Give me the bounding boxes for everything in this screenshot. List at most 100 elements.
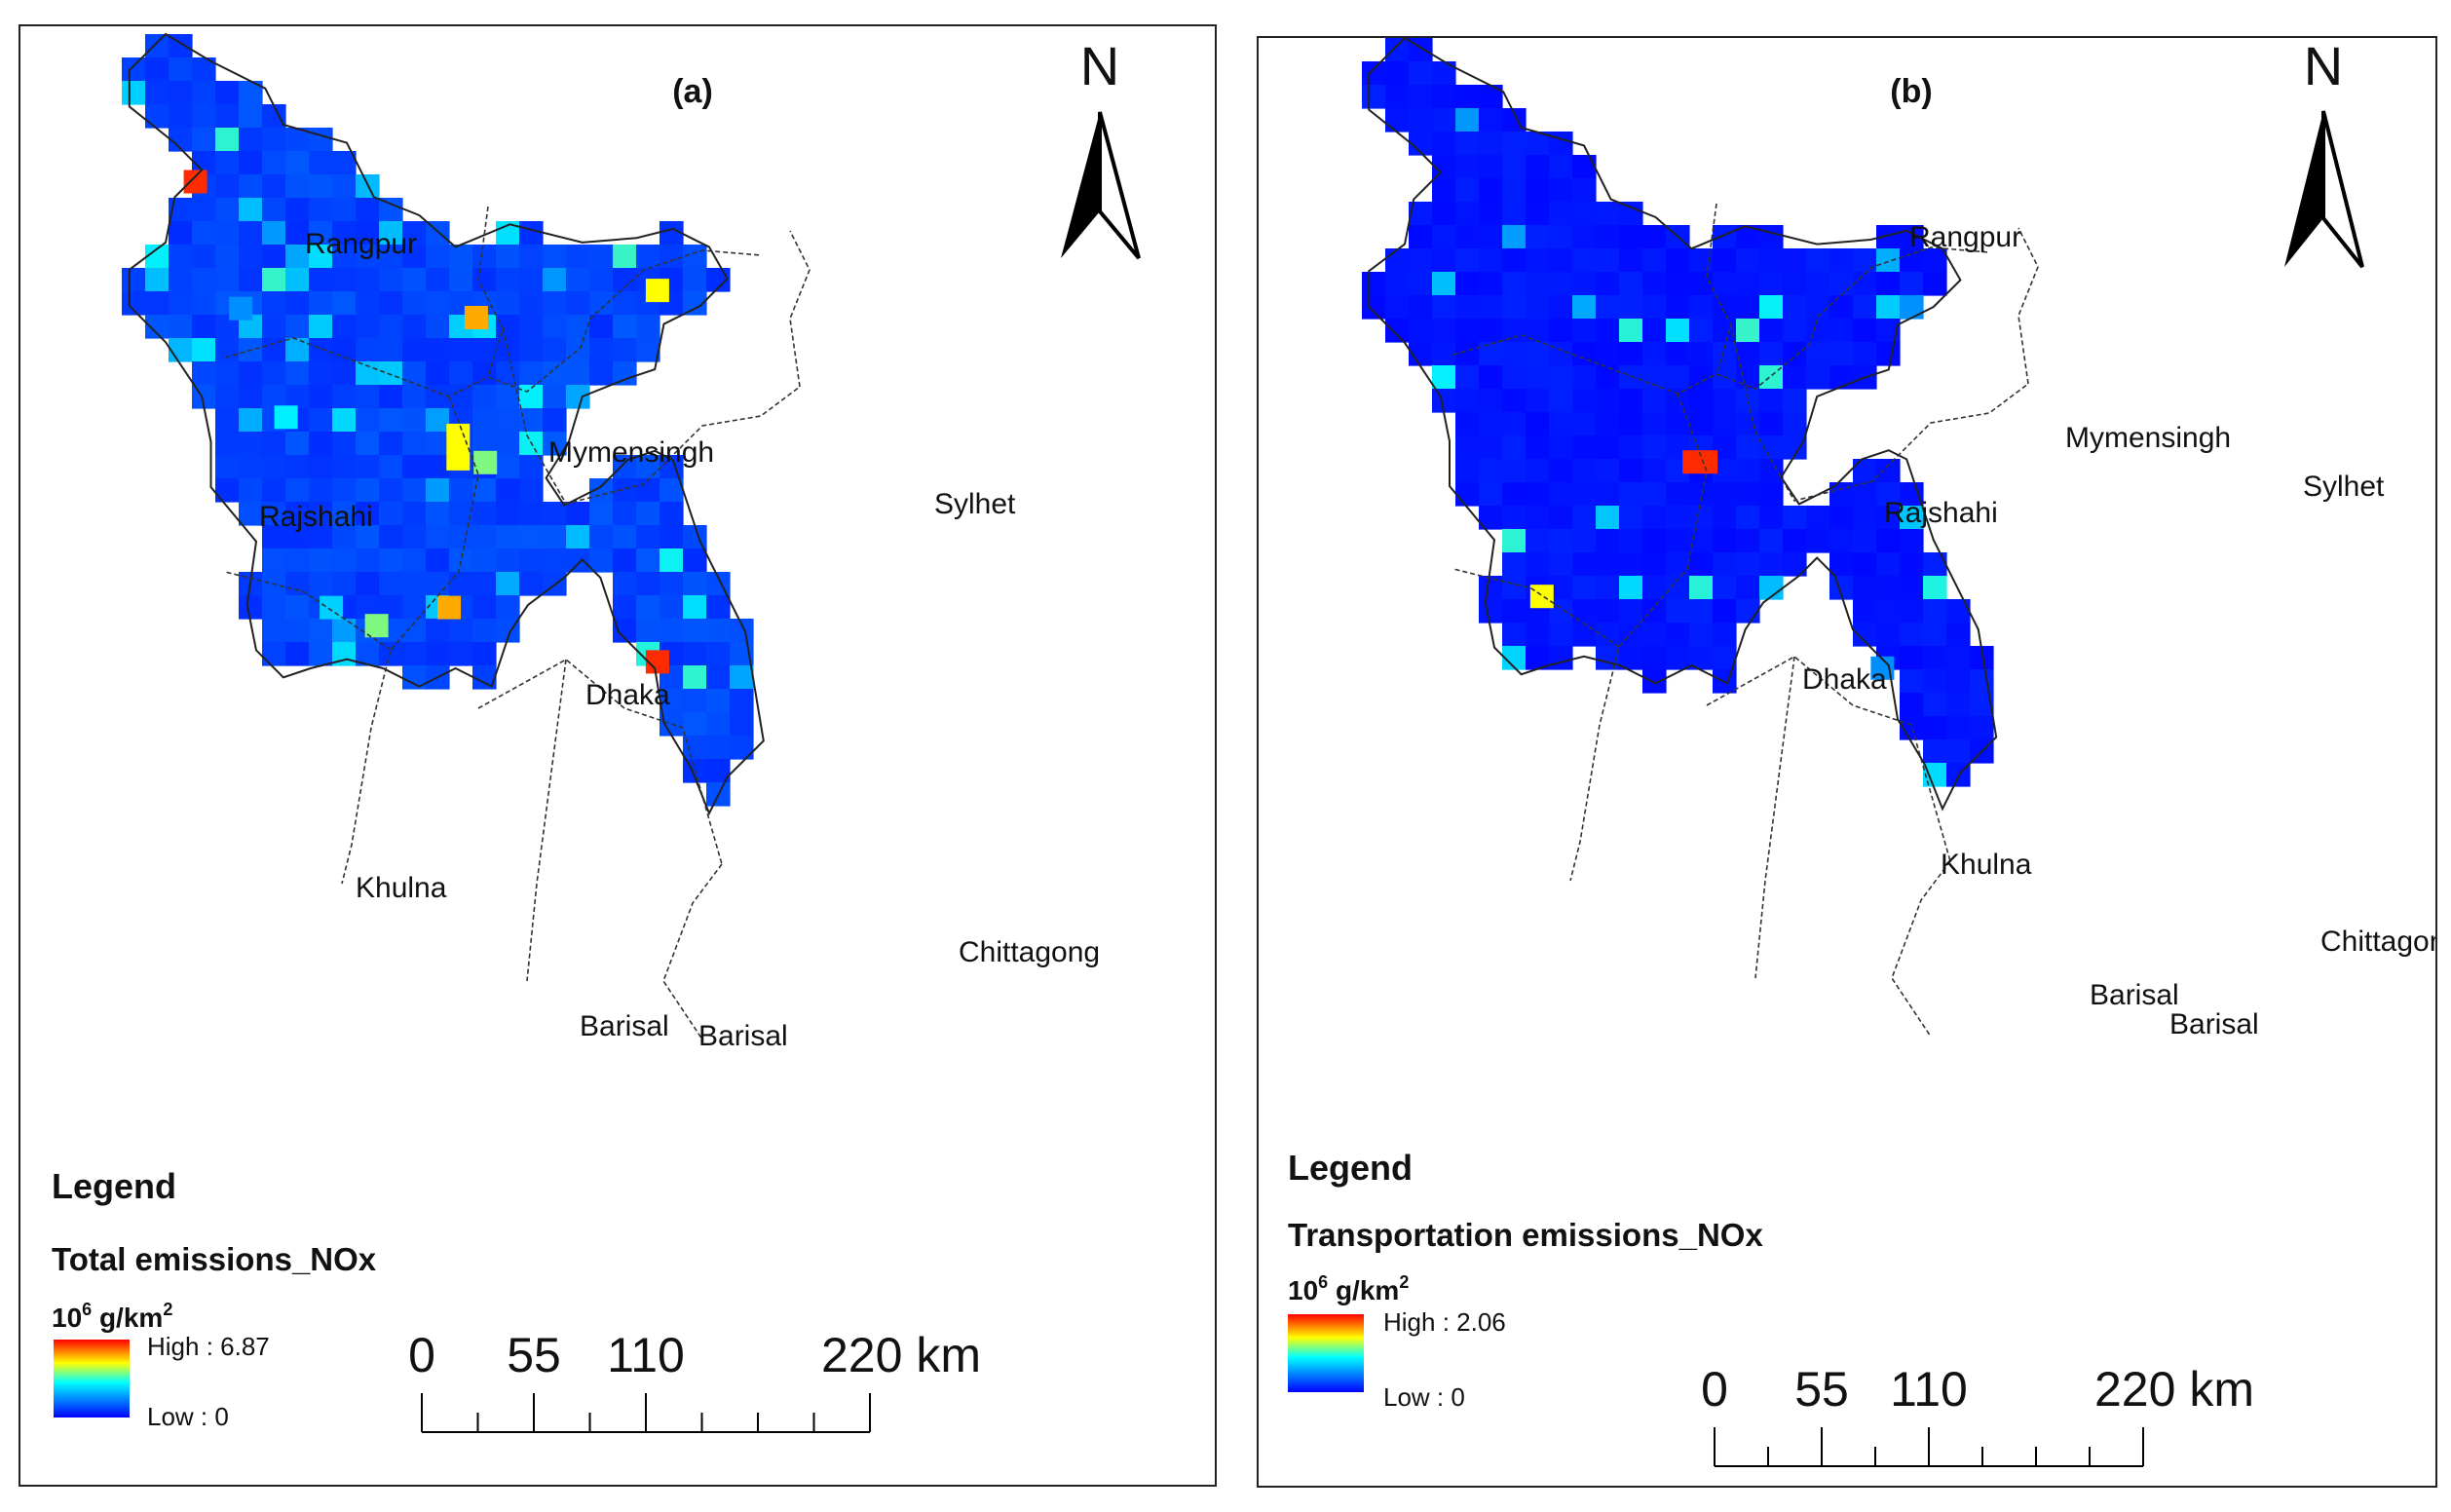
grid-cell [613,502,637,526]
grid-cell [332,455,357,479]
grid-cell [1946,646,1971,670]
grid-cell [543,245,567,269]
grid-cell [683,268,707,292]
grid-cell [356,385,380,409]
grid-cell [1479,108,1503,132]
grid-cell [1502,248,1527,273]
grid-cell [613,338,637,362]
hotspot-cell [446,423,471,471]
country-outline [1368,38,1998,812]
grid-cell [1689,529,1714,553]
grid-cell [1502,225,1527,249]
grid-cell [1642,482,1667,507]
grid-cell [1853,506,1877,530]
grid-cell [1549,389,1573,413]
grid-cell [1502,576,1527,600]
grid-cell [1783,248,1807,273]
grid-cell [1549,178,1573,203]
grid-cell [169,245,193,269]
grid-cell [636,315,660,339]
grid-cell [1970,669,1994,694]
grid-cell [1783,506,1807,530]
grid-cell [566,245,590,269]
grid-cell [1713,389,1737,413]
map-panel-a: Rangpur Rajshahi Mymensingh Sylhet Dhaka Khul… [19,24,1217,1487]
grid-cell [402,502,427,526]
grid-cell [1502,389,1527,413]
grid-cell [1946,739,1971,764]
grid-cell [1619,412,1643,436]
grid-cell [472,408,497,433]
grid-cell [1385,295,1410,320]
grid-cell [1759,248,1784,273]
north-arrow-b: N [2284,38,2364,269]
grid-cell [215,151,240,175]
grid-cell [356,291,380,316]
grid-cell [1479,225,1503,249]
scale-bar-a: 0 55 110 220 km [408,1328,981,1433]
grid-cell [239,104,263,129]
grid-cell [1923,716,1947,740]
grid-cell [1759,295,1784,320]
grid-cell [1689,319,1714,343]
grid-cell [1619,576,1643,600]
grid-cell [1549,342,1573,366]
grid-cell [215,104,240,129]
grid-cell [1783,272,1807,296]
grid-cell [636,595,660,620]
grid-cell [1455,108,1480,132]
grid-cell [1596,435,1620,460]
grid-cell [1876,552,1901,577]
grid-cell [1526,482,1550,507]
grid-cell [285,432,310,456]
grid-cell [402,525,427,549]
grid-cell [192,104,216,129]
grid-cell [496,548,520,573]
grid-cell [262,198,286,222]
grid-cell [613,315,637,339]
grid-cell [1479,482,1503,507]
grid-cell [356,268,380,292]
grid-cell [1455,272,1480,296]
grid-cell [1596,389,1620,413]
grid-cell [1853,482,1877,507]
emission-grid-b [1362,38,1998,812]
grid-cell [1923,669,1947,694]
grid-cell [285,361,310,386]
grid-cell [379,268,403,292]
hotspot-cell [229,296,253,321]
grid-cell [1526,272,1550,296]
grid-cell [332,478,357,503]
grid-cell [1759,389,1784,413]
grid-cell [1572,529,1597,553]
grid-cell [1759,459,1784,483]
north-letter-b: N [2304,38,2343,96]
grid-cell [309,548,333,573]
grid-cell [472,361,497,386]
grid-cell [472,478,497,503]
grid-cell [1455,482,1480,507]
grid-cell [1853,272,1877,296]
grid-cell [1783,295,1807,320]
grid-cell [215,361,240,386]
grid-cell [566,502,590,526]
grid-cell [613,548,637,573]
grid-cell [285,548,310,573]
grid-cell [519,338,544,362]
grid-cell [169,57,193,82]
grid-cell [1759,319,1784,343]
grid-cell [309,174,333,199]
grid-cell [239,221,263,246]
grid-cell [1455,155,1480,179]
grid-cell [1713,623,1737,647]
grid-cell [332,221,357,246]
grid-cell [1619,482,1643,507]
grid-cell [1409,248,1433,273]
grid-cell [379,502,403,526]
hotspot-cell [437,595,461,620]
grid-cell [1455,132,1480,156]
grid-cell [309,268,333,292]
grid-cell [543,502,567,526]
grid-cell [1759,552,1784,577]
grid-cell [1923,576,1947,600]
